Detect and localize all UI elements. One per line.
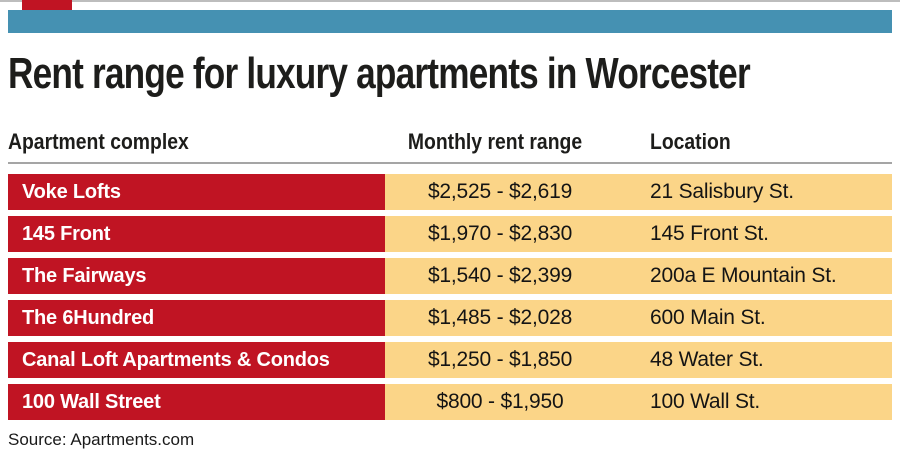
teal-accent-bar	[8, 10, 892, 33]
header-divider-rule	[8, 162, 892, 164]
location-cell: 600 Main St.	[615, 300, 892, 336]
table-row: Canal Loft Apartments & Condos $1,250 - …	[8, 342, 892, 378]
table-row: Voke Lofts $2,525 - $2,619 21 Salisbury …	[8, 174, 892, 210]
table-row: 145 Front $1,970 - $2,830 145 Front St.	[8, 216, 892, 252]
table-header-row: Apartment complex Monthly rent range Loc…	[0, 129, 900, 155]
column-header-apartment-complex: Apartment complex	[8, 129, 189, 154]
location-cell: 145 Front St.	[615, 216, 892, 252]
table-row: The 6Hundred $1,485 - $2,028 600 Main St…	[8, 300, 892, 336]
location-cell: 21 Salisbury St.	[615, 174, 892, 210]
column-header-monthly-rent-range: Monthly rent range	[407, 129, 583, 154]
column-header-location: Location	[650, 129, 731, 154]
top-border-line	[0, 0, 900, 2]
page-title: Rent range for luxury apartments in Worc…	[8, 49, 751, 98]
rent-range-cell: $1,485 - $2,028	[385, 300, 615, 336]
apartment-name-cell: The 6Hundred	[8, 300, 385, 336]
rent-range-cell: $800 - $1,950	[385, 384, 615, 420]
red-corner-tab	[22, 0, 72, 11]
apartment-name-cell: Voke Lofts	[8, 174, 385, 210]
location-cell: 100 Wall St.	[615, 384, 892, 420]
location-cell: 200a E Mountain St.	[615, 258, 892, 294]
location-cell: 48 Water St.	[615, 342, 892, 378]
apartment-name-cell: Canal Loft Apartments & Condos	[8, 342, 385, 378]
rent-range-cell: $1,540 - $2,399	[385, 258, 615, 294]
table-body: Voke Lofts $2,525 - $2,619 21 Salisbury …	[8, 174, 892, 420]
apartment-name-cell: 145 Front	[8, 216, 385, 252]
rent-range-cell: $1,250 - $1,850	[385, 342, 615, 378]
table-row: The Fairways $1,540 - $2,399 200a E Moun…	[8, 258, 892, 294]
apartment-name-cell: The Fairways	[8, 258, 385, 294]
rent-range-cell: $2,525 - $2,619	[385, 174, 615, 210]
rent-range-cell: $1,970 - $2,830	[385, 216, 615, 252]
source-attribution: Source: Apartments.com	[8, 430, 195, 449]
table-row: 100 Wall Street $800 - $1,950 100 Wall S…	[8, 384, 892, 420]
apartment-name-cell: 100 Wall Street	[8, 384, 385, 420]
